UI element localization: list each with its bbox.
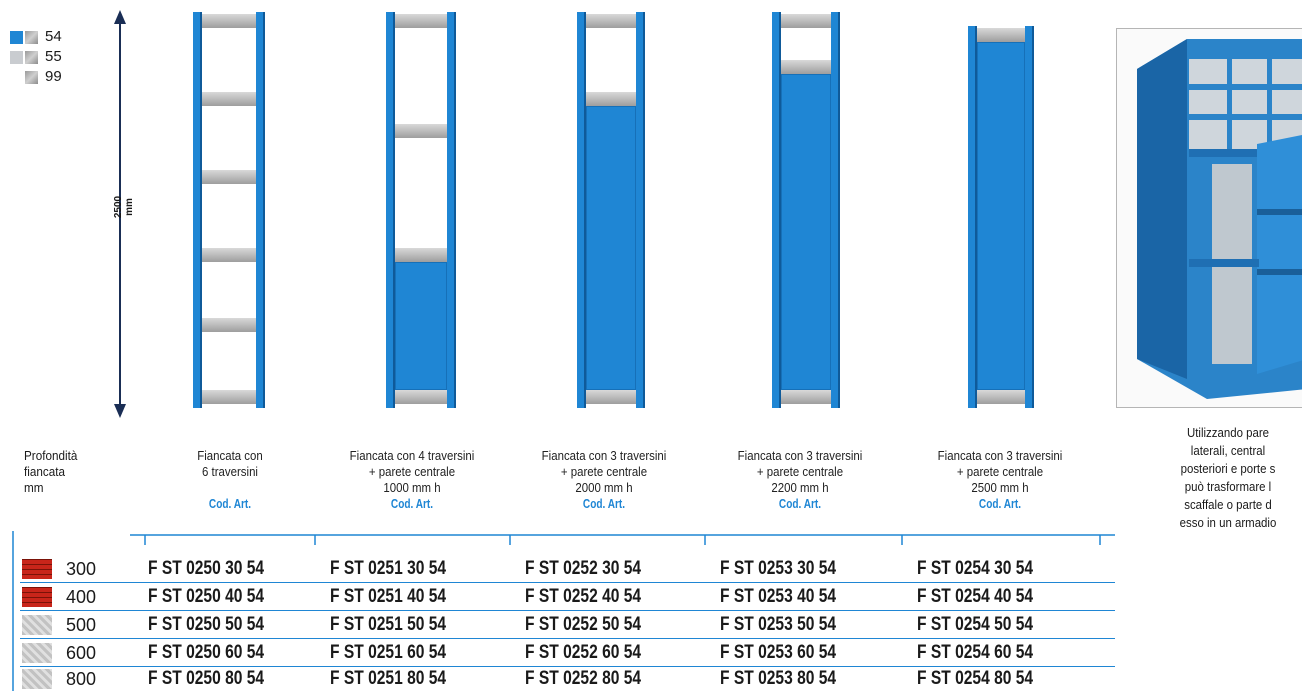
article-code: F ST 0252 50 54 [525, 614, 642, 635]
caption-line: Fiancata con 3 traversini [937, 448, 1063, 463]
article-code: F ST 0253 60 54 [720, 642, 837, 663]
article-code: F ST 0251 80 54 [330, 668, 447, 689]
swatch-empty-icon [10, 71, 23, 84]
legend-label: 99 [45, 68, 62, 85]
article-code: F ST 0253 50 54 [720, 614, 837, 635]
dimension-arrow-icon [114, 10, 126, 418]
dimension-label: 2500 mm [113, 195, 135, 219]
caption-line: 2500 mm h [971, 480, 1029, 495]
caption-line: Fiancata con 3 traversini [737, 448, 863, 463]
color-legend: 54 55 99 [10, 27, 62, 87]
cabinet-illustration-icon [1137, 39, 1302, 399]
swatch-grey-icon [25, 50, 38, 64]
panel-6-crossbars [193, 12, 265, 408]
article-code: F ST 0251 30 54 [330, 558, 447, 579]
depth-header-line: Profondità [24, 448, 78, 463]
cod-art-label: Cod. Art. [582, 496, 626, 511]
caption-line: Fiancata con 3 traversini [541, 448, 667, 463]
caption-line: + parete centrale [560, 464, 648, 479]
side-caption-line: laterali, central [1190, 443, 1266, 458]
swatch-grey-icon [25, 70, 38, 84]
article-code: F ST 0253 30 54 [720, 558, 837, 579]
caption-line: Fiancata con [197, 448, 263, 463]
swatch-light-grey-icon [10, 50, 23, 64]
side-caption: Utilizzando pare laterali, central poste… [1162, 424, 1294, 532]
swatch-blue-icon [10, 30, 23, 44]
side-caption-line: scaffale o parte d [1184, 497, 1272, 512]
stone-texture-icon [22, 643, 52, 663]
cod-art-label: Cod. Art. [778, 496, 822, 511]
caption-line: Fiancata con 4 traversini [349, 448, 475, 463]
side-caption-line: esso in un armadio [1179, 515, 1277, 530]
panel-3-crossbars-wall-2000 [577, 12, 645, 408]
panel-3-crossbars-wall-2200 [772, 12, 840, 408]
article-code: F ST 0250 60 54 [148, 642, 265, 663]
legend-label: 54 [45, 28, 62, 45]
caption-line: 2000 mm h [575, 480, 633, 495]
article-code: F ST 0251 50 54 [330, 614, 447, 635]
article-code: F ST 0254 60 54 [917, 642, 1034, 663]
legend-item-55: 55 [10, 47, 62, 67]
article-code: F ST 0252 60 54 [525, 642, 642, 663]
cod-art-label: Cod. Art. [208, 496, 252, 511]
brick-texture-icon [22, 587, 52, 607]
column-caption-2: Fiancata con 4 traversini + parete centr… [333, 448, 491, 512]
row-depth: 500 [66, 615, 97, 635]
legend-item-99: 99 [10, 67, 62, 87]
caption-line: + parete centrale [756, 464, 844, 479]
swatch-grey-icon [25, 30, 38, 44]
panel-4-crossbars-wall-1000 [386, 12, 456, 408]
caption-line [160, 480, 301, 496]
caption-line: 1000 mm h [383, 480, 441, 495]
column-caption-5: Fiancata con 3 traversini + parete centr… [921, 448, 1079, 512]
side-caption-line: può trasformare l [1184, 479, 1272, 494]
article-code: F ST 0250 40 54 [148, 586, 265, 607]
article-code: F ST 0250 80 54 [148, 668, 265, 689]
depth-header-line: fiancata [24, 464, 65, 479]
side-caption-line: posteriori e porte s [1180, 461, 1276, 476]
row-depth: 600 [66, 643, 97, 663]
table-row: 400 F ST 0250 40 54 F ST 0251 40 54 F ST… [20, 583, 1115, 611]
side-caption-line: Utilizzando pare [1186, 425, 1270, 440]
row-depth: 400 [66, 587, 97, 607]
article-code: F ST 0250 50 54 [148, 614, 265, 635]
article-code: F ST 0252 40 54 [525, 586, 642, 607]
depth-header-line: mm [24, 480, 44, 495]
article-code: F ST 0250 30 54 [148, 558, 265, 579]
article-code: F ST 0254 80 54 [917, 668, 1034, 689]
legend-item-54: 54 [10, 27, 62, 47]
article-code: F ST 0251 60 54 [330, 642, 447, 663]
depth-header: Profondità fiancata mm [24, 448, 77, 496]
article-code: F ST 0254 40 54 [917, 586, 1034, 607]
table-row: 600 F ST 0250 60 54 F ST 0251 60 54 F ST… [20, 639, 1115, 667]
row-depth: 300 [66, 559, 97, 579]
cabinet-photo [1116, 28, 1302, 408]
article-code: F ST 0252 30 54 [525, 558, 642, 579]
caption-line: + parete centrale [368, 464, 456, 479]
table-row: 500 F ST 0250 50 54 F ST 0251 50 54 F ST… [20, 611, 1115, 639]
table-row: 300 F ST 0250 30 54 F ST 0251 30 54 F ST… [20, 555, 1115, 583]
cod-art-label: Cod. Art. [390, 496, 434, 511]
stone-texture-icon [22, 615, 52, 635]
column-caption-4: Fiancata con 3 traversini + parete centr… [721, 448, 879, 512]
cod-art-label: Cod. Art. [978, 496, 1022, 511]
stone-texture-icon [22, 669, 52, 689]
row-depth: 800 [66, 669, 97, 689]
table-row: 800 F ST 0250 80 54 F ST 0251 80 54 F ST… [20, 665, 1115, 692]
article-code: F ST 0251 40 54 [330, 586, 447, 607]
article-code: F ST 0253 40 54 [720, 586, 837, 607]
column-caption-3: Fiancata con 3 traversini + parete centr… [525, 448, 683, 512]
legend-label: 55 [45, 48, 62, 65]
article-code: F ST 0254 50 54 [917, 614, 1034, 635]
table-grid [12, 531, 1115, 691]
article-code: F ST 0253 80 54 [720, 668, 837, 689]
column-caption-1: Fiancata con 6 traversini Cod. Art. [160, 448, 301, 512]
panel-3-crossbars-wall-2500 [968, 26, 1034, 408]
brick-texture-icon [22, 559, 52, 579]
caption-line: 2200 mm h [771, 480, 829, 495]
caption-line: 6 traversini [202, 464, 258, 479]
article-code: F ST 0254 30 54 [917, 558, 1034, 579]
article-code: F ST 0252 80 54 [525, 668, 642, 689]
caption-line: + parete centrale [956, 464, 1044, 479]
